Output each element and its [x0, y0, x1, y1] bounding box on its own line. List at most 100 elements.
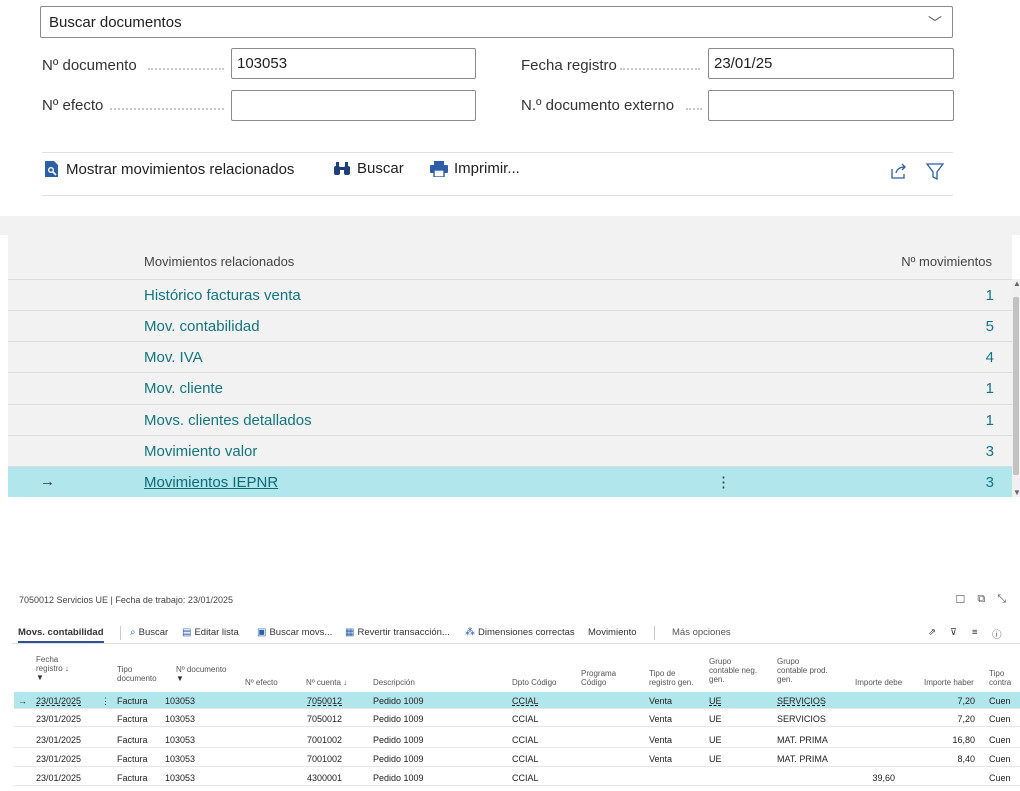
cell-dpto[interactable]: CCIAL — [512, 696, 539, 706]
table-row[interactable]: 23/01/2025 Factura 103053 7001002 Pedido… — [14, 731, 1020, 748]
cell-account[interactable]: 7050012 — [307, 696, 343, 706]
cell-desc: Pedido 1009 — [373, 754, 424, 764]
col-header-prod-group[interactable]: Grupo contable prod. gen. — [777, 657, 828, 684]
table-row[interactable]: 23/01/2025 Factura 103053 7050012 Pedido… — [14, 710, 1020, 727]
cell-prod: SERVICIOS — [777, 714, 826, 724]
col-header-program[interactable]: Programa Código — [581, 669, 616, 687]
header-line: Código — [581, 678, 607, 687]
document-search-icon: ▣ — [257, 627, 267, 638]
row-menu-icon[interactable]: ⋮ — [101, 696, 110, 706]
cell-date: 23/01/2025 — [36, 735, 82, 745]
effect-no-input[interactable] — [231, 90, 476, 121]
col-header-desc[interactable]: Descripción — [373, 678, 415, 687]
related-row[interactable]: Histórico facturas venta 1 — [8, 279, 1012, 310]
cell-date[interactable]: 23/01/2025 — [36, 696, 82, 706]
related-row[interactable]: Mov. IVA 4 — [8, 341, 1012, 372]
col-header-effect[interactable]: Nº efecto — [245, 678, 278, 687]
related-row-label[interactable]: Mov. cliente — [144, 380, 223, 397]
related-row-count[interactable]: 3 — [985, 443, 994, 460]
document-no-input[interactable]: 103053 — [231, 48, 476, 79]
print-button[interactable]: Imprimir... — [430, 160, 520, 177]
col-header-debit[interactable]: Importe debe — [855, 678, 903, 687]
bookmark-icon[interactable]: ☐ — [955, 594, 966, 606]
cell-prod: MAT. PRIMA — [777, 735, 828, 745]
related-row[interactable]: Mov. cliente 1 — [8, 372, 1012, 403]
list-view-icon[interactable]: ≡ — [972, 627, 978, 638]
scroll-up-icon[interactable]: ▲ — [1013, 279, 1020, 288]
related-row-count[interactable]: 1 — [985, 412, 994, 429]
related-row-count[interactable]: 3 — [985, 474, 994, 491]
dotted-leader — [148, 68, 224, 70]
related-row[interactable]: Movs. clientes detallados 1 — [8, 404, 1012, 435]
tab-ledger-entries[interactable]: Movs. contabilidad — [18, 627, 104, 643]
edit-list-button[interactable]: ▤ Editar lista — [182, 627, 239, 638]
more-options-icon[interactable]: ⋮ — [716, 474, 731, 491]
related-row-label[interactable]: Movs. clientes detallados — [144, 412, 312, 429]
more-options-button[interactable]: Más opciones — [672, 627, 731, 638]
col-header-credit[interactable]: Importe haber — [924, 678, 974, 687]
cell-prod[interactable]: SERVICIOS — [777, 696, 826, 706]
col-header-doc-no[interactable]: Nº documento ▼ — [176, 665, 227, 683]
related-row-label[interactable]: Histórico facturas venta — [144, 287, 301, 304]
cell-reg: Venta — [649, 714, 673, 724]
search-movs-button[interactable]: ▣ Buscar movs... — [257, 627, 332, 638]
table-row-selected[interactable]: → 23/01/2025 ⋮ Factura 103053 7050012 Pe… — [14, 692, 1020, 709]
dotted-leader — [686, 108, 702, 110]
cell-contra: Cuen — [989, 714, 1011, 724]
col-header-contra[interactable]: Tipo contra — [989, 669, 1011, 687]
posting-date-input[interactable]: 23/01/25 — [708, 48, 954, 79]
related-list — [8, 235, 1012, 497]
filter-icon[interactable] — [925, 163, 945, 185]
cell-desc: Pedido 1009 — [373, 735, 424, 745]
related-row-label[interactable]: Movimientos IEPNR — [144, 474, 279, 491]
search-button[interactable]: Buscar — [333, 160, 404, 177]
col-header-reg-type[interactable]: Tipo de registro gen. — [649, 669, 693, 687]
scrollbar-thumb[interactable] — [1013, 297, 1019, 475]
related-row-count[interactable]: 4 — [985, 349, 994, 366]
cell-bus[interactable]: UE — [709, 696, 722, 706]
search-label: Buscar — [357, 160, 404, 177]
related-row-selected[interactable]: → Movimientos IEPNR ⋮ 3 — [8, 466, 1012, 497]
col-header-bus-group[interactable]: Grupo contable neg. gen. — [709, 657, 757, 684]
cell-credit: 7,20 — [957, 714, 975, 724]
info-icon[interactable]: ⓘ — [992, 630, 1002, 641]
revert-button[interactable]: ▦ Revertir transacción... — [345, 627, 450, 638]
col-header-dpto[interactable]: Dpto Código — [512, 678, 557, 687]
col-header-account[interactable]: Nº cuenta ↓ — [306, 678, 348, 687]
related-row-count[interactable]: 1 — [985, 380, 994, 397]
open-new-window-icon[interactable]: ⧉ — [977, 593, 986, 605]
dotted-leader — [620, 68, 700, 70]
table-row[interactable]: 23/01/2025 Factura 103053 4300001 Pedido… — [14, 769, 1020, 786]
dimensions-label: Dimensiones correctas — [478, 627, 575, 638]
header-line: contable prod. — [777, 666, 828, 675]
mini-search-button[interactable]: ⌕ Buscar — [130, 627, 168, 638]
mini-search-label: Buscar — [138, 627, 169, 638]
related-row-count[interactable]: 5 — [985, 318, 994, 335]
page-title: 7050012 Servicios UE | Fecha de trabajo:… — [19, 595, 233, 605]
table-row[interactable]: 23/01/2025 Factura 103053 7001002 Pedido… — [14, 750, 1020, 767]
related-row-count[interactable]: 1 — [985, 287, 994, 304]
cell-doc: 103053 — [165, 696, 196, 706]
filter-icon[interactable]: ⊽ — [950, 627, 957, 638]
scroll-down-icon[interactable]: ▼ — [1013, 488, 1020, 497]
col-header-doc-type[interactable]: Tipo documento — [117, 665, 157, 683]
movement-button[interactable]: Movimiento — [588, 627, 637, 638]
related-row[interactable]: Movimiento valor 3 — [8, 435, 1012, 466]
cell-debit: 39,60 — [872, 773, 895, 783]
related-row-label[interactable]: Mov. contabilidad — [144, 318, 260, 335]
cell-account: 7001002 — [307, 735, 343, 745]
search-documents-select[interactable]: Buscar documentos ﹀ — [40, 6, 953, 38]
dotted-leader — [110, 108, 224, 110]
show-related-button[interactable]: Mostrar movimientos relacionados — [44, 160, 294, 178]
edit-list-label: Editar lista — [194, 627, 239, 638]
share-icon[interactable]: ⇗ — [928, 627, 936, 638]
related-row-label[interactable]: Movimiento valor — [144, 443, 258, 460]
external-doc-no-input[interactable] — [708, 90, 954, 121]
related-row[interactable]: Mov. contabilidad 5 — [8, 310, 1012, 341]
dimensions-button[interactable]: ⁂ Dimensiones correctas — [465, 627, 575, 638]
collapse-icon[interactable]: ⤡ — [997, 593, 1006, 605]
share-icon[interactable] — [890, 163, 908, 184]
scrollbar[interactable]: ▲ ▼ — [1012, 279, 1020, 497]
col-header-date[interactable]: Fecha registro ↓ ▼ — [36, 655, 69, 682]
related-row-label[interactable]: Mov. IVA — [144, 349, 203, 366]
